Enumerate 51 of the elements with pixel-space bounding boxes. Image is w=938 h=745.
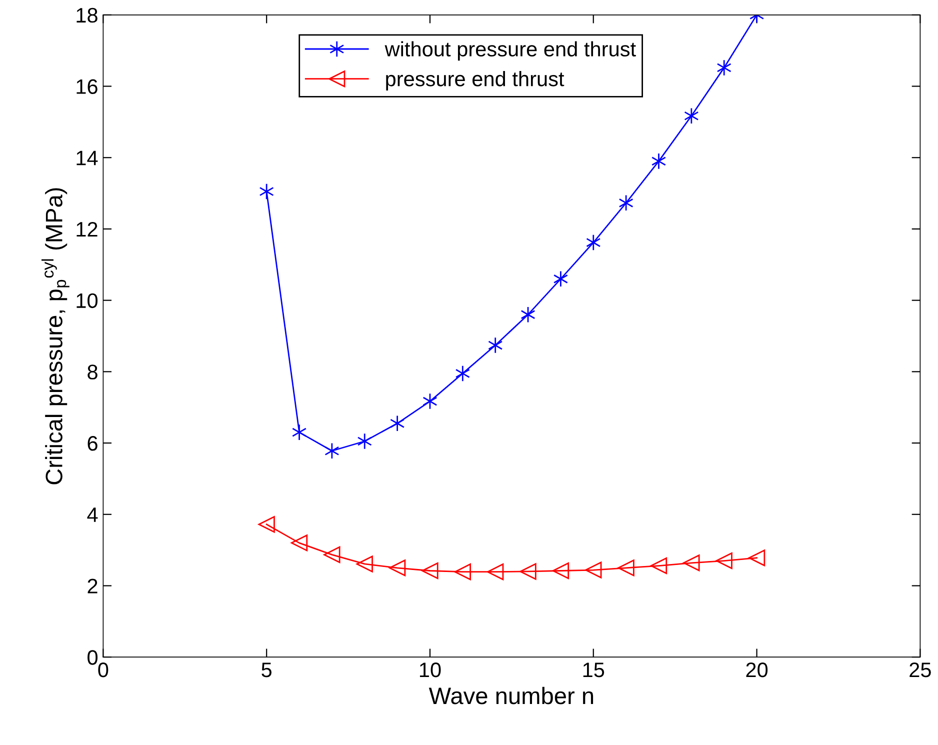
point xyxy=(520,306,536,323)
point xyxy=(651,152,666,170)
point xyxy=(422,562,438,580)
point xyxy=(324,442,340,460)
point xyxy=(586,234,601,251)
y-tick-label: 12 xyxy=(76,222,98,237)
point xyxy=(552,562,570,580)
point xyxy=(357,432,372,450)
point xyxy=(356,556,373,572)
point xyxy=(618,194,634,212)
point xyxy=(487,563,504,580)
y-tick-label: 4 xyxy=(87,508,98,522)
point xyxy=(259,183,274,200)
y-tick-label: 16 xyxy=(76,79,98,94)
point xyxy=(748,550,766,566)
point xyxy=(553,270,568,288)
y-axis-title: Critical pressure, p$_{p}$$^{cyl}$ (MPa) xyxy=(41,188,70,484)
point xyxy=(520,563,536,580)
legend-label: without pressure end thrust xyxy=(384,41,636,61)
y-tick-label: 14 xyxy=(76,150,98,166)
point xyxy=(390,415,405,432)
point xyxy=(258,516,275,533)
y-tick-label: 8 xyxy=(88,364,98,380)
x-axis-title: Wave number n xyxy=(428,686,594,704)
x-tick-label: 20 xyxy=(746,662,768,678)
y-tick-label: 6 xyxy=(88,436,98,451)
point xyxy=(488,336,503,354)
point xyxy=(290,534,308,552)
y-tick-label: 2 xyxy=(88,578,98,594)
x-tick-label: 25 xyxy=(910,662,931,678)
point xyxy=(454,563,471,580)
y-tick-label: 0 xyxy=(88,650,98,665)
point xyxy=(585,562,602,578)
x-tick-label: 5 xyxy=(262,662,272,678)
y-tick-label: 18 xyxy=(76,8,98,23)
point xyxy=(388,560,406,576)
point xyxy=(618,560,634,576)
point xyxy=(422,392,438,410)
point xyxy=(324,546,340,564)
legend-label: pressure end thrust xyxy=(386,71,564,90)
x-tick-label: 0 xyxy=(98,662,108,678)
point xyxy=(455,365,470,382)
point xyxy=(716,59,732,76)
point xyxy=(683,554,700,572)
point xyxy=(716,552,732,570)
point xyxy=(292,424,307,441)
x-tick-label: 15 xyxy=(583,662,604,678)
y-tick-label: 10 xyxy=(76,293,98,308)
x-tick-label: 10 xyxy=(420,662,441,678)
point xyxy=(650,557,668,574)
point xyxy=(684,108,699,124)
